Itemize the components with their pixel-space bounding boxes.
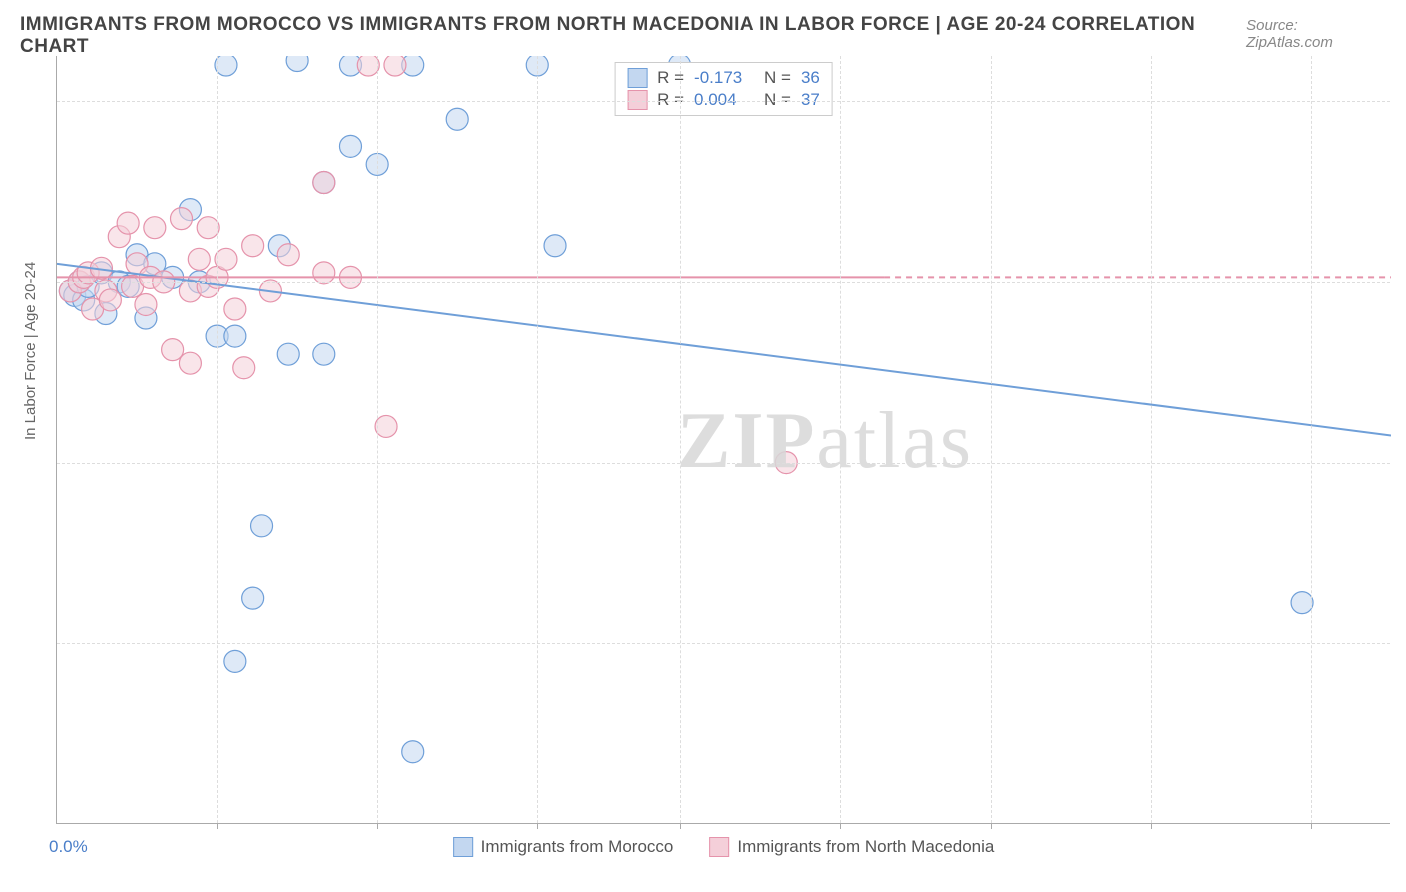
legend-row: R = 0.004N = 37 xyxy=(627,89,820,111)
gridline-v xyxy=(680,56,681,823)
legend-swatch xyxy=(627,68,647,88)
n-value: 37 xyxy=(801,90,820,110)
x-tick xyxy=(537,823,538,829)
data-point xyxy=(313,262,335,284)
plot-area: ZIPatlas R = -0.173N = 36R = 0.004N = 37… xyxy=(56,56,1390,824)
y-tick-label: 100.0% xyxy=(1396,91,1406,111)
gridline-v xyxy=(840,56,841,823)
n-label: N = xyxy=(764,68,791,88)
series-label: Immigrants from North Macedonia xyxy=(737,837,994,857)
data-point xyxy=(162,339,184,361)
data-point xyxy=(313,171,335,193)
r-value: 0.004 xyxy=(694,90,754,110)
legend-swatch xyxy=(627,90,647,110)
gridline-h xyxy=(57,643,1390,644)
data-point xyxy=(215,56,237,76)
series-legend: Immigrants from Morocco Immigrants from N… xyxy=(453,837,995,857)
data-point xyxy=(144,217,166,239)
x-tick xyxy=(377,823,378,829)
data-point xyxy=(224,298,246,320)
scatter-plot-svg xyxy=(57,56,1391,824)
x-tick xyxy=(680,823,681,829)
gridline-v xyxy=(1151,56,1152,823)
data-point xyxy=(1291,592,1313,614)
y-tick-label: 80.0% xyxy=(1396,272,1406,292)
source-label: Source: ZipAtlas.com xyxy=(1246,17,1386,51)
gridline-v xyxy=(377,56,378,823)
legend-row: R = -0.173N = 36 xyxy=(627,67,820,89)
data-point xyxy=(446,108,468,130)
x-tick xyxy=(217,823,218,829)
legend-item: Immigrants from North Macedonia xyxy=(709,837,994,857)
n-label: N = xyxy=(764,90,791,110)
title-bar: IMMIGRANTS FROM MOROCCO VS IMMIGRANTS FR… xyxy=(20,14,1386,58)
data-point xyxy=(357,56,379,76)
x-tick xyxy=(1311,823,1312,829)
data-point xyxy=(339,135,361,157)
gridline-v xyxy=(1311,56,1312,823)
data-point xyxy=(233,357,255,379)
x-tick xyxy=(840,823,841,829)
correlation-legend: R = -0.173N = 36R = 0.004N = 37 xyxy=(614,62,833,116)
legend-item: Immigrants from Morocco xyxy=(453,837,674,857)
data-point xyxy=(224,325,246,347)
data-point xyxy=(197,217,219,239)
data-point xyxy=(242,587,264,609)
y-axis-label: In Labor Force | Age 20-24 xyxy=(22,262,39,440)
legend-swatch xyxy=(453,837,473,857)
n-value: 36 xyxy=(801,68,820,88)
data-point xyxy=(171,208,193,230)
data-point xyxy=(384,56,406,76)
legend-swatch xyxy=(709,837,729,857)
data-point xyxy=(277,343,299,365)
data-point xyxy=(313,343,335,365)
y-tick-label: 60.0% xyxy=(1396,453,1406,473)
data-point xyxy=(242,235,264,257)
data-point xyxy=(251,515,273,537)
gridline-h xyxy=(57,463,1390,464)
gridline-v xyxy=(991,56,992,823)
data-point xyxy=(179,352,201,374)
data-point xyxy=(135,293,157,315)
chart-title: IMMIGRANTS FROM MOROCCO VS IMMIGRANTS FR… xyxy=(20,14,1246,58)
gridline-v xyxy=(217,56,218,823)
data-point xyxy=(402,741,424,763)
data-point xyxy=(117,212,139,234)
gridline-h xyxy=(57,101,1390,102)
x-tick xyxy=(1151,823,1152,829)
r-value: -0.173 xyxy=(694,68,754,88)
data-point xyxy=(188,248,210,270)
data-point xyxy=(286,56,308,72)
data-point xyxy=(375,415,397,437)
series-label: Immigrants from Morocco xyxy=(481,837,674,857)
data-point xyxy=(544,235,566,257)
gridline-h xyxy=(57,282,1390,283)
data-point xyxy=(99,289,121,311)
data-point xyxy=(224,650,246,672)
x-tick-min: 0.0% xyxy=(49,837,88,857)
x-tick xyxy=(991,823,992,829)
data-point xyxy=(277,244,299,266)
data-point xyxy=(215,248,237,270)
gridline-v xyxy=(537,56,538,823)
y-tick-label: 40.0% xyxy=(1396,633,1406,653)
regression-line xyxy=(57,264,1391,436)
